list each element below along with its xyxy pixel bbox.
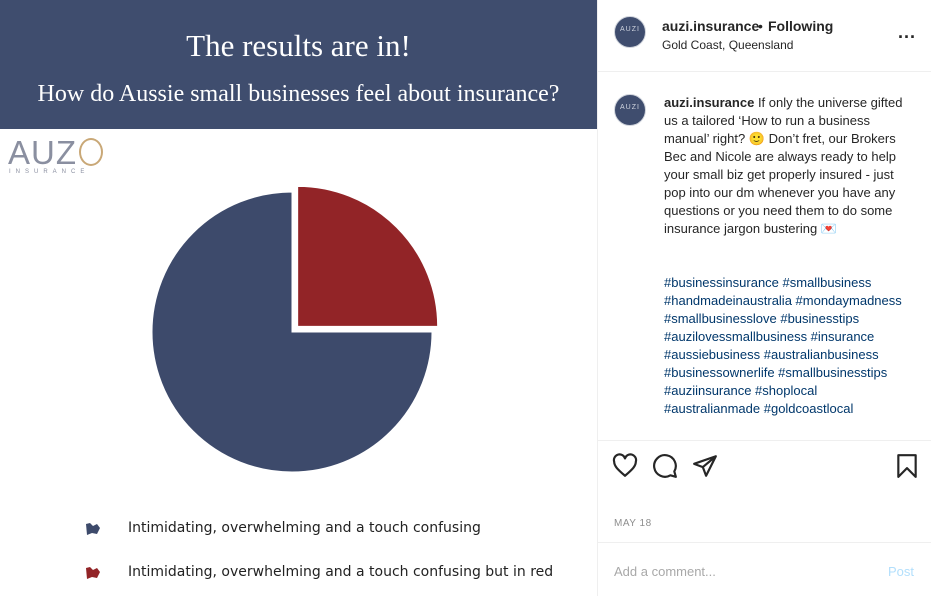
legend-swatch-blue-icon: [86, 523, 100, 535]
location-link[interactable]: Gold Coast, Queensland: [662, 38, 794, 52]
pie-chart: [151, 185, 439, 473]
profile-avatar[interactable]: AUZI: [614, 16, 646, 48]
logo-subtext: INSURANCE: [9, 169, 90, 175]
bookmark-icon[interactable]: [894, 453, 920, 479]
caption-username-link[interactable]: auzi.insurance: [664, 95, 755, 110]
post-image: The results are in! How do Aussie small …: [0, 0, 597, 580]
more-options-icon[interactable]: ...: [898, 22, 917, 42]
pie-slice-red: [297, 185, 439, 327]
auzi-logo: AUZ INSURANCE: [8, 136, 118, 180]
following-button[interactable]: Following: [768, 18, 834, 34]
header-username-link[interactable]: auzi.insurance: [662, 18, 760, 34]
logo-ring-icon: [79, 138, 103, 166]
post-comment-button[interactable]: Post: [888, 564, 915, 579]
comment-icon[interactable]: [652, 453, 678, 479]
pie-slice-blue: [151, 191, 433, 473]
caption-hashtags[interactable]: #businessinsurance #smallbusiness #handm…: [664, 275, 902, 416]
caption-area: AUZI auzi.insurance If only the universe…: [598, 72, 931, 440]
caption-text: auzi.insurance If only the universe gift…: [664, 94, 916, 238]
share-icon[interactable]: [692, 453, 718, 479]
caption-body: If only the universe gifted us a tailore…: [664, 95, 903, 236]
post-side-panel: AUZI auzi.insurance • Following Gold Coa…: [597, 0, 931, 596]
comment-bar: Add a comment... Post: [598, 542, 931, 596]
banner-title: The results are in!: [186, 28, 411, 63]
heart-icon[interactable]: [612, 453, 638, 479]
post-header: AUZI auzi.insurance • Following Gold Coa…: [598, 0, 931, 72]
legend-label-blue: Intimidating, overwhelming and a touch c…: [128, 520, 481, 536]
banner-subtitle: How do Aussie small businesses feel abou…: [37, 81, 560, 107]
action-bar: [598, 440, 931, 500]
avatar-text: AUZI: [620, 26, 640, 33]
avatar-text: AUZI: [620, 104, 640, 111]
comment-input[interactable]: Add a comment...: [614, 564, 716, 579]
post-date[interactable]: MAY 18: [614, 518, 652, 529]
legend-swatch-red-icon: [86, 567, 100, 579]
header-separator: •: [758, 18, 763, 34]
legend-label-red: Intimidating, overwhelming and a touch c…: [128, 564, 554, 580]
banner: The results are in! How do Aussie small …: [0, 0, 597, 129]
logo-word: AUZ: [8, 134, 77, 171]
caption-avatar[interactable]: AUZI: [614, 94, 646, 126]
